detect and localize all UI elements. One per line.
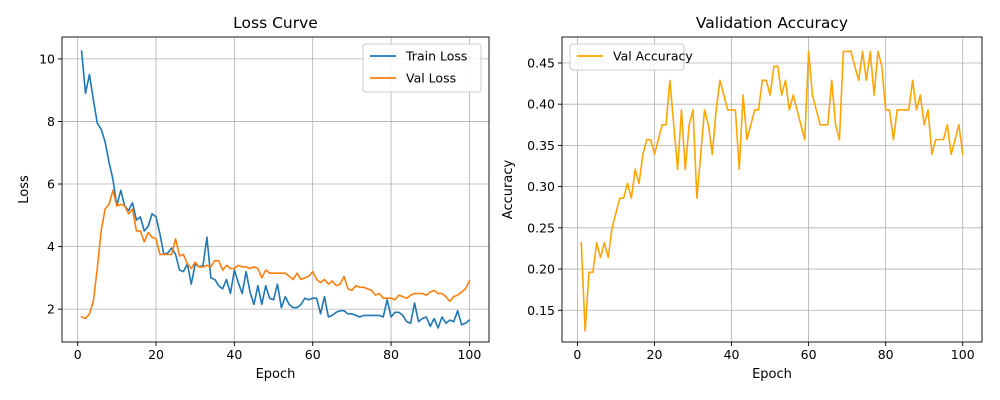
validation-accuracy-chart: 0 20 40 60 80 100 0.15 0.20 0.25 0.30 0.35 0.40 0.45…: [501, 14, 983, 382]
y-tick-label: 0.15: [527, 303, 555, 318]
y-axis-label: Accuracy: [501, 160, 516, 220]
x-tick-label: 0: [74, 347, 82, 362]
legend: Val Accuracy: [569, 43, 693, 71]
x-tick-label: 40: [724, 347, 740, 362]
plot-frame: [61, 36, 490, 343]
y-tick-label: 0.25: [527, 220, 555, 235]
y-tick-label: 4: [47, 239, 55, 254]
y-tick-label: 0.40: [527, 97, 555, 112]
x-tick-label: 0: [573, 347, 581, 362]
legend-label: Train Loss: [405, 49, 467, 64]
x-tick-label: 20: [647, 347, 663, 362]
x-tick-label: 80: [383, 347, 399, 362]
y-tick-label: 0.20: [527, 262, 555, 277]
plot-frame: [561, 36, 983, 343]
x-axis-label: Epoch: [752, 367, 792, 382]
chart-title: Validation Accuracy: [696, 14, 848, 32]
legend-label: Val Loss: [406, 71, 456, 86]
x-tick-label: 60: [801, 347, 817, 362]
x-tick-label: 20: [148, 347, 164, 362]
loss-curve-chart: 0 20 40 60 80 100 2 4 6 8 10 Loss Curve Epoch Loss Tra…: [17, 14, 490, 382]
legend: Train Loss Val Loss: [362, 43, 482, 93]
y-tick-label: 0.45: [527, 55, 555, 70]
x-tick-label: 60: [305, 347, 321, 362]
x-tick-label: 100: [951, 347, 975, 362]
series-line: [580, 50, 964, 332]
y-tick-label: 6: [47, 177, 55, 192]
series-line: [80, 50, 471, 329]
y-tick-label: 8: [47, 114, 55, 129]
x-tick-label: 80: [878, 347, 894, 362]
x-tick-label: 40: [226, 347, 242, 362]
y-axis-label: Loss: [17, 175, 32, 204]
series-line: [80, 189, 471, 320]
y-tick-label: 0.30: [527, 179, 555, 194]
chart-title: Loss Curve: [233, 14, 318, 32]
legend-label: Val Accuracy: [613, 49, 693, 64]
x-tick-label: 100: [457, 347, 481, 362]
y-tick-label: 2: [47, 302, 55, 317]
x-axis-label: Epoch: [256, 367, 296, 382]
y-tick-label: 10: [39, 51, 55, 66]
y-tick-label: 0.35: [527, 138, 555, 153]
legend-box: [569, 43, 685, 71]
